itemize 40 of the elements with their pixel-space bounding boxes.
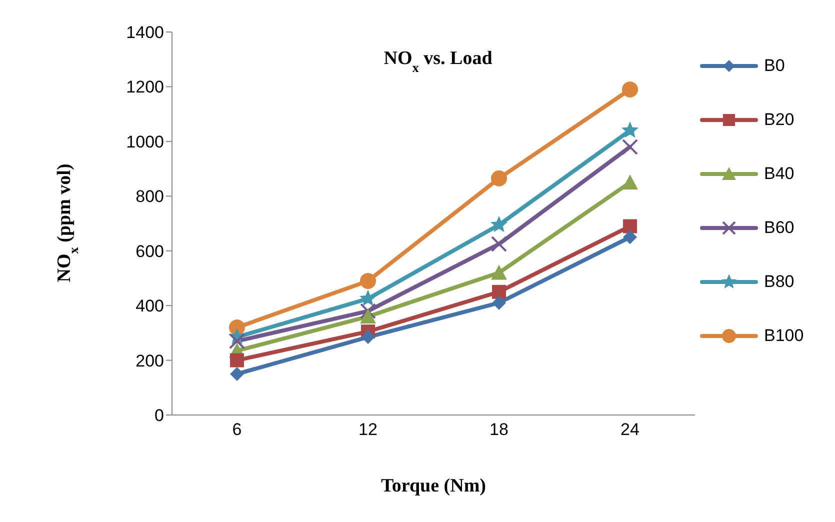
point [623,219,637,234]
x-tick-label: 18 [490,420,508,440]
text: NO$_{x}$ vs. Load [384,48,493,74]
point [360,272,376,289]
point [230,366,244,381]
y-tick-label: 1400 [126,23,164,42]
point [492,296,506,310]
point [360,303,376,320]
y-tick-label: 600 [136,242,164,261]
point [490,216,508,232]
y-tick-label: 800 [136,187,164,206]
x-tick-label: 6 [232,420,242,440]
y-tick-label: 1200 [126,78,164,97]
point [623,230,637,244]
legend-label: B20 [764,110,794,130]
y-tick-label: 200 [136,351,164,370]
legend-label: B60 [764,218,794,238]
x-tick-label: 24 [620,420,640,440]
y-tick-label: 1000 [126,132,164,152]
point [491,236,507,252]
point [622,138,638,155]
x-tick-label: 12 [358,420,378,440]
legend-label: B0 [764,56,785,76]
legend-label: B80 [764,272,794,292]
legend-label: B100 [764,326,804,346]
point [622,81,638,98]
point [622,174,638,190]
point [360,308,376,324]
y-tick-label: 400 [136,296,164,316]
x-axis-title: Torque (Nm) [380,475,486,496]
point [492,284,506,299]
point [361,330,375,344]
point [359,290,377,306]
legend-label: B40 [764,164,794,184]
point [621,121,639,138]
point [491,170,507,186]
point [491,264,507,280]
point [229,333,245,350]
y-tick-label: 0 [154,406,164,426]
point [230,353,244,368]
